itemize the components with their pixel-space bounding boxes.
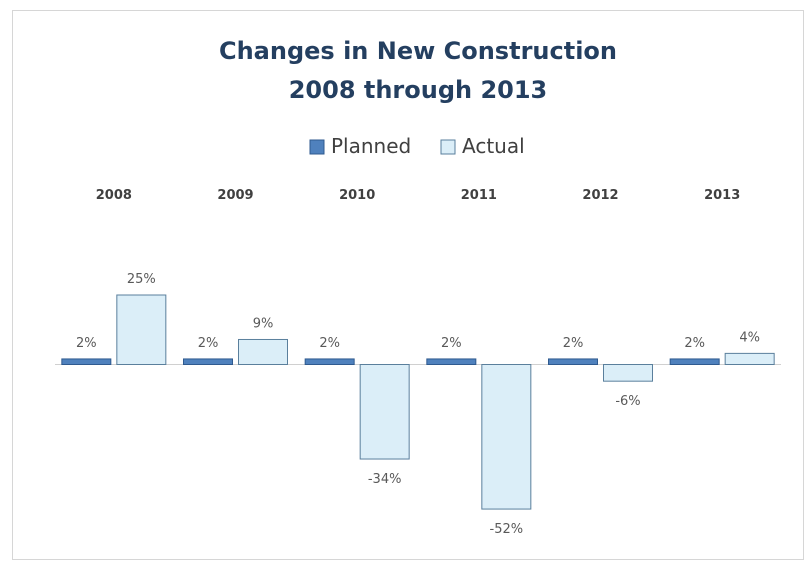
bar-actual-2008 xyxy=(116,294,167,365)
legend-swatch-actual xyxy=(440,139,456,155)
legend-swatch-planned xyxy=(309,139,325,155)
data-label-planned-2010: 2% xyxy=(319,336,340,351)
data-label-actual-2012: -6% xyxy=(615,394,640,409)
data-label-actual-2010: -34% xyxy=(368,472,402,487)
data-labels: 2% 25% 2% 9% 2% -34% 2% -52% 2% -6% 2% 4% xyxy=(76,272,760,537)
bar-planned-2010 xyxy=(304,358,355,366)
bar-planned-2013 xyxy=(669,358,720,366)
legend-label-planned: Planned xyxy=(331,134,411,158)
data-label-planned-2013: 2% xyxy=(684,336,705,351)
category-label-2013: 2013 xyxy=(704,188,740,203)
bar-planned-2008 xyxy=(61,358,112,366)
category-label-2011: 2011 xyxy=(461,188,497,203)
bar-planned-2009 xyxy=(183,358,233,366)
category-label-2009: 2009 xyxy=(217,188,253,203)
bar-actual-2011 xyxy=(481,364,532,510)
data-label-actual-2009: 9% xyxy=(253,316,274,331)
category-labels: 2008 2009 2010 2011 2012 2013 xyxy=(96,188,741,203)
bar-planned-2011 xyxy=(426,358,477,366)
chart-title-line-1: Changes in New Construction xyxy=(219,37,617,65)
legend-label-actual: Actual xyxy=(462,134,525,158)
data-label-planned-2009: 2% xyxy=(198,336,219,351)
bar-actual-2010 xyxy=(359,364,410,460)
legend: Planned Actual xyxy=(309,134,525,158)
category-label-2012: 2012 xyxy=(582,188,618,203)
data-label-planned-2008: 2% xyxy=(76,336,97,351)
chart: Changes in New Construction 2008 through… xyxy=(55,37,781,537)
category-label-2008: 2008 xyxy=(96,188,132,203)
bar-actual-2012 xyxy=(603,364,653,382)
data-label-actual-2011: -52% xyxy=(490,522,524,537)
data-label-planned-2011: 2% xyxy=(441,336,462,351)
bar-planned-2012 xyxy=(548,358,598,366)
bars xyxy=(61,294,775,510)
bar-actual-2009 xyxy=(238,338,288,366)
chart-title-line-2: 2008 through 2013 xyxy=(289,76,548,104)
bar-actual-2013 xyxy=(724,352,775,366)
chart-frame: Changes in New Construction 2008 through… xyxy=(12,10,804,560)
category-label-2010: 2010 xyxy=(339,188,375,203)
data-label-actual-2013: 4% xyxy=(739,330,760,345)
data-label-planned-2012: 2% xyxy=(563,336,584,351)
data-label-actual-2008: 25% xyxy=(127,272,156,287)
